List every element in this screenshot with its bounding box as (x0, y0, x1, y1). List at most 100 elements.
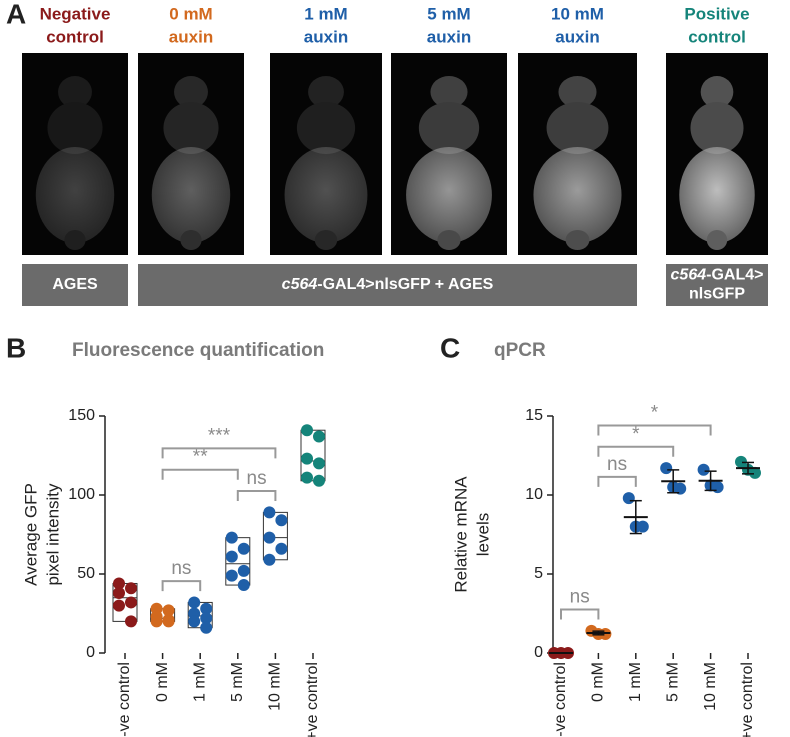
column-header: auxin (427, 27, 471, 46)
x-tick-label: 1 mM (627, 662, 644, 702)
column-header: control (688, 27, 746, 46)
column-header: control (46, 27, 104, 46)
fly-tip (437, 230, 461, 250)
column-header: Negative (40, 4, 111, 23)
significance-label: *** (208, 425, 231, 446)
data-point (301, 471, 313, 484)
data-point (125, 615, 137, 628)
data-point (200, 621, 213, 634)
fly-tip (64, 230, 86, 250)
significance-label: ** (193, 447, 208, 468)
genotype-label: AGES (52, 276, 98, 293)
genotype-bar (138, 264, 637, 306)
fly-image (270, 53, 382, 255)
data-point (263, 553, 276, 566)
y-tick-label: 50 (77, 565, 95, 582)
x-tick-label: -ve control (552, 662, 569, 737)
y-tick-label: 0 (534, 644, 543, 661)
x-tick-label: +ve control (739, 662, 756, 737)
column-header: 10 mM (551, 4, 604, 23)
y-tick-label: 15 (525, 407, 543, 424)
data-point (237, 542, 250, 555)
data-point (113, 599, 125, 612)
fly-abdomen (151, 147, 231, 243)
y-tick-label: 100 (68, 486, 95, 503)
x-tick-label: 1 mM (191, 662, 208, 702)
y-axis-label: pixel intensity (43, 483, 62, 586)
x-tick-label: 0 mM (590, 662, 607, 702)
x-tick-label: 5 mM (229, 662, 246, 702)
y-axis-label: levels (473, 513, 492, 556)
x-tick-label: 10 mM (267, 662, 284, 711)
data-point (225, 569, 238, 582)
fly-head (174, 76, 208, 108)
data-point (125, 596, 137, 609)
x-tick-label: 0 mM (154, 662, 171, 702)
data-point (674, 482, 687, 495)
data-point (636, 520, 649, 533)
data-point (162, 615, 175, 628)
data-point (735, 455, 747, 468)
genotype-bar (666, 264, 768, 306)
fly-head (430, 76, 468, 108)
fly-head (308, 76, 344, 108)
chart-title: qPCR (494, 340, 546, 361)
fly-image (22, 53, 128, 255)
fly-image (666, 53, 768, 255)
data-point (263, 506, 276, 519)
data-point (301, 452, 313, 465)
fly-thorax (296, 102, 356, 154)
fly-head (558, 76, 597, 108)
data-point (188, 596, 201, 609)
data-point (622, 492, 635, 505)
data-point (150, 615, 163, 628)
fly-tip (314, 230, 338, 250)
column-header: 1 mM (304, 4, 347, 23)
genotype-label: c564-GAL4>nlsGFP + AGES (282, 276, 494, 293)
fly-thorax (163, 102, 219, 154)
significance-bracket (597, 445, 675, 457)
label-part: c564 (282, 276, 318, 293)
data-point (313, 430, 325, 443)
data-point (275, 514, 288, 527)
data-point (697, 463, 710, 476)
column-header: Positive (684, 4, 749, 23)
data-point (711, 481, 724, 494)
column-header: 0 mM (169, 4, 212, 23)
panel-letter: A (6, 0, 26, 29)
data-point (225, 531, 238, 544)
significance-label: ns (171, 558, 191, 579)
y-tick-label: 0 (86, 644, 95, 661)
significance-bracket (560, 608, 600, 620)
column-header: 5 mM (427, 4, 470, 23)
significance-bracket (597, 424, 712, 436)
column-header: auxin (169, 27, 213, 46)
fly-tip (180, 230, 202, 250)
y-axis-label: Relative mRNA (451, 476, 470, 593)
significance-bracket (597, 475, 637, 487)
fly-abdomen (679, 147, 755, 243)
label-part: nlsGFP (689, 286, 745, 303)
data-point (301, 424, 313, 437)
fly-image (518, 53, 637, 255)
data-point (599, 628, 612, 641)
y-tick-label: 10 (525, 486, 543, 503)
fly-head (700, 76, 734, 108)
data-point (749, 466, 761, 479)
fly-image (391, 53, 507, 255)
fly-abdomen (284, 147, 368, 243)
data-point (162, 604, 175, 617)
x-tick-label: 10 mM (702, 662, 719, 711)
genotype-bar (22, 264, 128, 306)
fly-head (58, 76, 92, 108)
column-header: auxin (555, 27, 599, 46)
significance-bracket (161, 580, 202, 592)
x-tick-label: -ve control (116, 662, 133, 737)
x-tick-label: 5 mM (664, 662, 681, 702)
data-point (313, 457, 325, 470)
data-point (188, 615, 201, 628)
fly-abdomen (533, 147, 622, 243)
data-point (225, 550, 238, 563)
fly-image (138, 53, 244, 255)
